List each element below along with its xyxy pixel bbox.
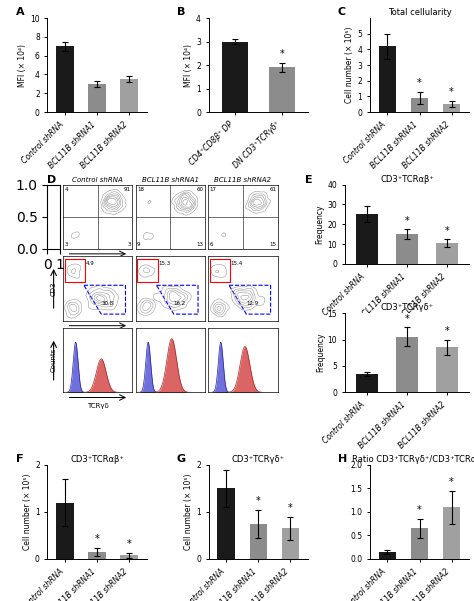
Text: 4.9: 4.9: [85, 261, 94, 266]
Text: *: *: [445, 326, 449, 337]
Bar: [120, 555, 138, 559]
Text: 61: 61: [269, 186, 276, 192]
Text: 3: 3: [64, 242, 68, 247]
Title: CD3⁺TCRγδ⁺: CD3⁺TCRγδ⁺: [232, 455, 285, 464]
Text: C: C: [338, 7, 346, 17]
Y-axis label: MFI (× 10⁴): MFI (× 10⁴): [184, 43, 193, 87]
Bar: [282, 528, 299, 559]
Title: CD3⁺TCRαβ⁺: CD3⁺TCRαβ⁺: [70, 455, 124, 464]
Text: *: *: [127, 539, 132, 549]
Text: E: E: [305, 175, 313, 185]
Bar: [443, 104, 460, 112]
Bar: [379, 552, 396, 559]
Title: BCL11B shRNA2: BCL11B shRNA2: [214, 177, 272, 183]
Bar: [356, 215, 378, 264]
Bar: [379, 46, 396, 112]
Text: *: *: [95, 534, 100, 545]
Text: D: D: [47, 175, 57, 185]
Bar: [436, 347, 458, 392]
Text: TCRαβ: TCRαβ: [87, 331, 109, 337]
Bar: [88, 84, 106, 112]
Title: Total cellularity: Total cellularity: [388, 8, 451, 17]
Text: 13: 13: [197, 242, 203, 247]
Text: 30.8: 30.8: [101, 301, 113, 307]
Y-axis label: MFI (× 10⁴): MFI (× 10⁴): [18, 43, 27, 87]
Text: *: *: [417, 505, 422, 515]
Bar: [443, 507, 460, 559]
Text: B: B: [177, 7, 185, 17]
Text: *: *: [449, 87, 454, 97]
Y-axis label: Cell number (× 10⁵): Cell number (× 10⁵): [346, 27, 355, 103]
Title: CD3⁺TCRγδ⁺: CD3⁺TCRγδ⁺: [381, 304, 434, 313]
Bar: [396, 234, 418, 264]
Bar: [356, 374, 378, 392]
Text: CD3: CD3: [51, 281, 56, 296]
Text: 3: 3: [128, 242, 131, 247]
Text: *: *: [288, 503, 293, 513]
Bar: [88, 552, 106, 559]
Text: *: *: [449, 477, 454, 487]
Text: 15.4: 15.4: [230, 261, 243, 266]
Bar: [269, 67, 295, 112]
Bar: [436, 243, 458, 264]
Title: Ratio CD3⁺TCRγδ⁺/CD3⁺TCRαβ⁺: Ratio CD3⁺TCRγδ⁺/CD3⁺TCRαβ⁺: [353, 455, 474, 464]
Text: 15.3: 15.3: [158, 261, 170, 266]
Title: Control shRNA: Control shRNA: [73, 177, 123, 183]
Text: 18: 18: [137, 186, 144, 192]
Bar: [410, 528, 428, 559]
Bar: [222, 41, 248, 112]
Text: *: *: [405, 314, 410, 324]
Bar: [56, 502, 74, 559]
Y-axis label: Cell number (× 10⁵): Cell number (× 10⁵): [184, 474, 193, 550]
Y-axis label: Cell number (× 10⁵): Cell number (× 10⁵): [23, 474, 32, 550]
Text: 15: 15: [269, 242, 276, 247]
Text: G: G: [177, 454, 186, 463]
Text: *: *: [405, 216, 410, 226]
Text: A: A: [16, 7, 24, 17]
Y-axis label: Frequency: Frequency: [316, 204, 325, 244]
Text: H: H: [338, 454, 347, 463]
Text: TCRγδ: TCRγδ: [87, 403, 109, 409]
Text: 17: 17: [210, 186, 217, 192]
Y-axis label: Frequency: Frequency: [316, 333, 325, 373]
Text: 6: 6: [210, 242, 213, 247]
Bar: [137, 259, 158, 282]
Bar: [120, 79, 138, 112]
Title: CD3⁺TCRαβ⁺: CD3⁺TCRαβ⁺: [380, 175, 434, 184]
Text: Counts: Counts: [51, 348, 56, 373]
Text: 9: 9: [137, 242, 141, 247]
Bar: [218, 489, 235, 559]
Text: CD4: CD4: [51, 210, 56, 224]
Bar: [396, 337, 418, 392]
Text: 4: 4: [64, 186, 68, 192]
Text: *: *: [417, 78, 422, 88]
Text: F: F: [16, 454, 23, 463]
Text: *: *: [256, 496, 261, 506]
Bar: [210, 259, 230, 282]
Text: 16.2: 16.2: [174, 301, 186, 307]
Bar: [64, 259, 85, 282]
Bar: [56, 46, 74, 112]
Text: CD8β: CD8β: [88, 259, 107, 265]
Text: 12.9: 12.9: [246, 301, 259, 307]
Text: 60: 60: [197, 186, 203, 192]
Bar: [410, 98, 428, 112]
Text: *: *: [445, 226, 449, 236]
Title: BCL11B shRNA1: BCL11B shRNA1: [142, 177, 199, 183]
Text: *: *: [280, 49, 284, 59]
Text: 91: 91: [124, 186, 131, 192]
Bar: [249, 523, 267, 559]
